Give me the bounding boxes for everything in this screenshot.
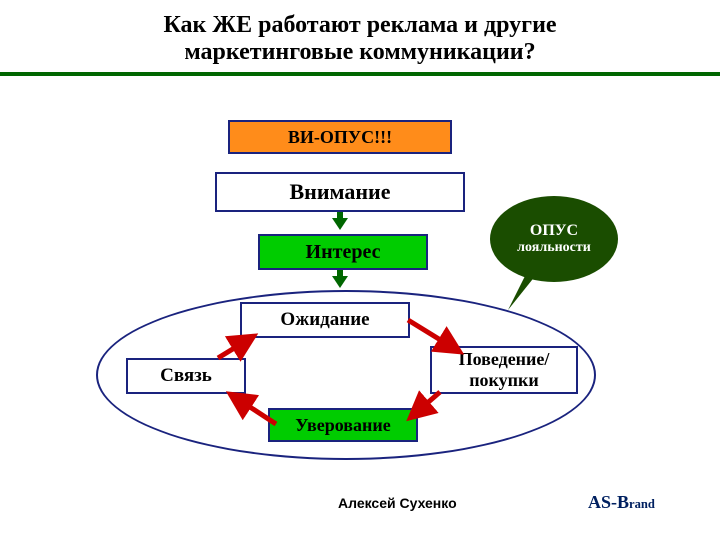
author-credit: Алексей Сухенко: [338, 495, 457, 511]
brand-logo: AS-Brand: [588, 492, 655, 513]
red-arrow-icon: [408, 320, 460, 352]
slide: Как ЖЕ работают реклама и другие маркети…: [0, 0, 720, 540]
red-arrow-icon: [218, 336, 254, 358]
red-arrow-icon: [230, 394, 276, 424]
red-arrows-layer: [0, 0, 720, 540]
brand-as: AS: [588, 492, 611, 512]
brand-dash-b: -B: [611, 492, 629, 512]
red-arrow-icon: [410, 392, 440, 418]
brand-rand: rand: [629, 497, 655, 511]
